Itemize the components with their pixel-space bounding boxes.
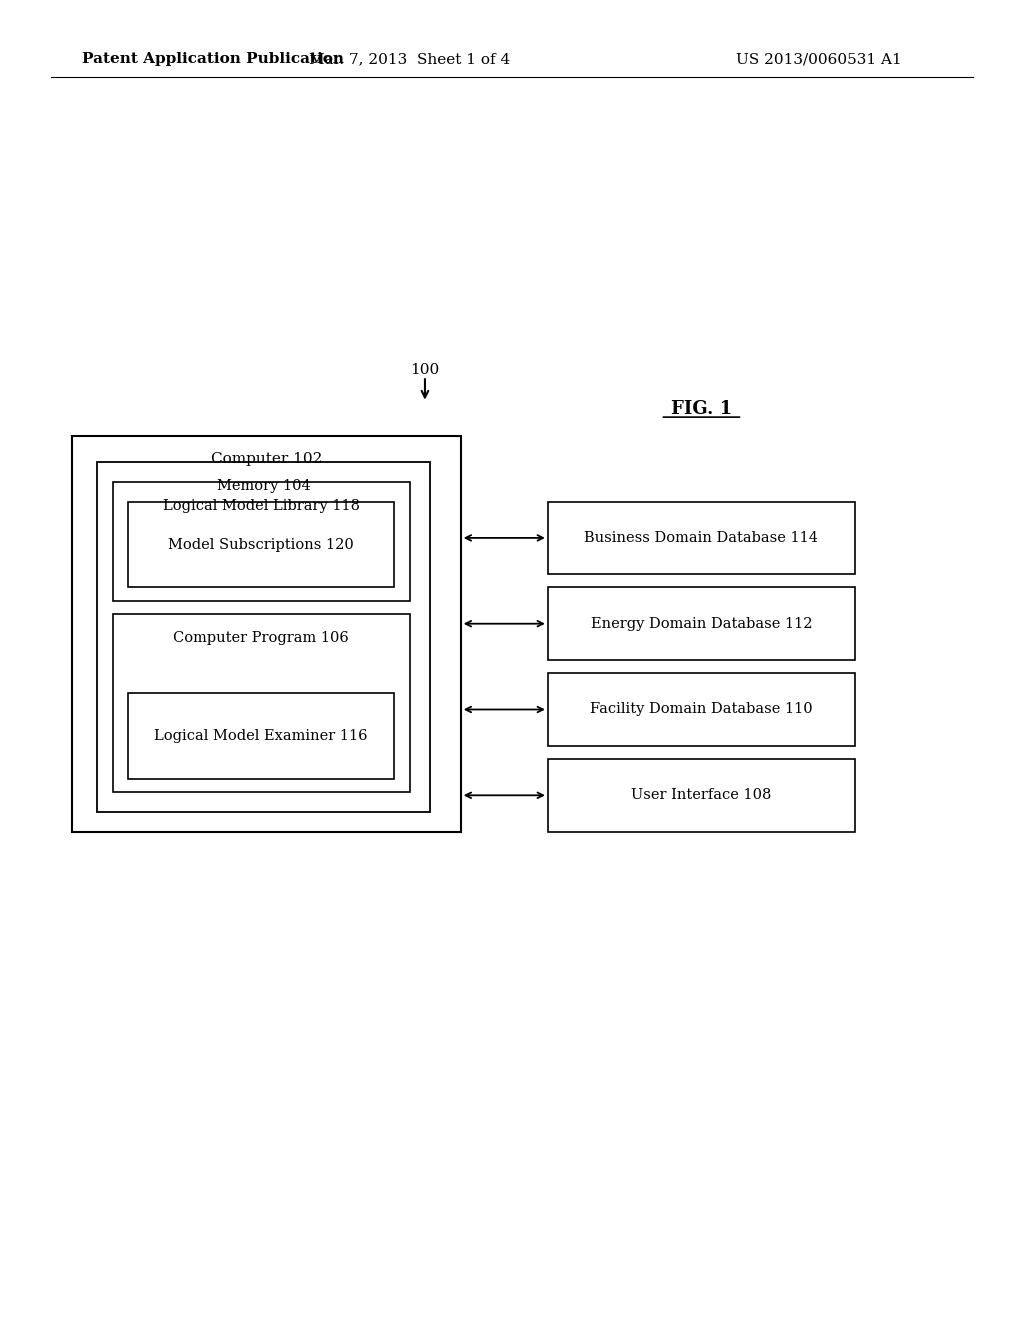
- Text: Model Subscriptions 120: Model Subscriptions 120: [168, 537, 354, 552]
- FancyBboxPatch shape: [113, 482, 410, 601]
- Text: Memory 104: Memory 104: [217, 479, 310, 492]
- FancyBboxPatch shape: [548, 587, 855, 660]
- Text: Computer 102: Computer 102: [211, 453, 322, 466]
- Text: Logical Model Examiner 116: Logical Model Examiner 116: [155, 729, 368, 743]
- Text: Mar. 7, 2013  Sheet 1 of 4: Mar. 7, 2013 Sheet 1 of 4: [309, 53, 510, 66]
- FancyBboxPatch shape: [128, 502, 394, 587]
- Text: 100: 100: [411, 363, 439, 376]
- FancyBboxPatch shape: [128, 693, 394, 779]
- FancyBboxPatch shape: [548, 673, 855, 746]
- Text: Computer Program 106: Computer Program 106: [173, 631, 349, 644]
- Text: Energy Domain Database 112: Energy Domain Database 112: [591, 616, 812, 631]
- Text: User Interface 108: User Interface 108: [631, 788, 772, 803]
- FancyBboxPatch shape: [548, 759, 855, 832]
- Text: Patent Application Publication: Patent Application Publication: [82, 53, 344, 66]
- Text: US 2013/0060531 A1: US 2013/0060531 A1: [736, 53, 902, 66]
- FancyBboxPatch shape: [113, 614, 410, 792]
- FancyBboxPatch shape: [548, 502, 855, 574]
- FancyBboxPatch shape: [97, 462, 430, 812]
- Text: Business Domain Database 114: Business Domain Database 114: [585, 531, 818, 545]
- Text: Logical Model Library 118: Logical Model Library 118: [163, 499, 359, 512]
- FancyBboxPatch shape: [72, 436, 461, 832]
- Text: Facility Domain Database 110: Facility Domain Database 110: [590, 702, 813, 717]
- Text: FIG. 1: FIG. 1: [671, 400, 732, 418]
